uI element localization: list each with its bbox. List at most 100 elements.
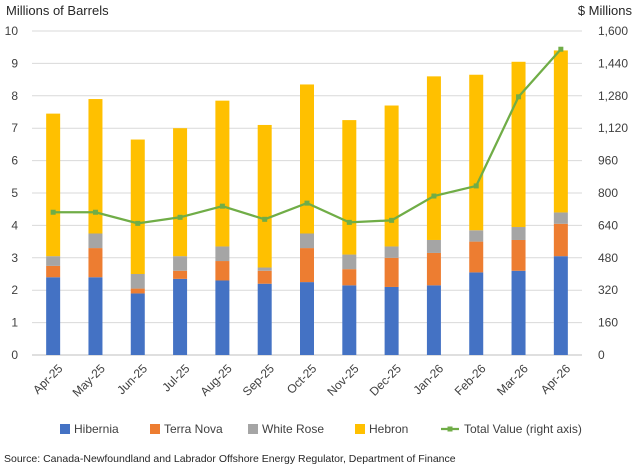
bar-terra-nova [215, 261, 230, 281]
y2-tick-label: 1,280 [598, 89, 628, 103]
line-point [389, 217, 395, 223]
y2-tick-label: 960 [598, 154, 618, 168]
y2-tick-label: 1,440 [598, 56, 628, 70]
left-axis-ticks: 0 1 2 3 4 5 6 7 8 9 10 [5, 24, 19, 362]
bar-hebron [173, 128, 188, 257]
y-tick-label: 9 [11, 56, 18, 70]
legend: Hibernia Terra Nova White Rose Hebron Total … [60, 422, 582, 436]
line-point [431, 193, 437, 199]
bar-white-rose [88, 233, 103, 249]
x-tick-label: May-25 [70, 361, 108, 399]
bar-hibernia [469, 272, 484, 355]
y-tick-label: 10 [5, 24, 19, 38]
y2-tick-label: 480 [598, 251, 618, 265]
x-tick-label: Oct-25 [284, 361, 320, 397]
bar-white-rose [46, 256, 61, 266]
y-tick-label: 8 [11, 89, 18, 103]
y2-tick-label: 800 [598, 186, 618, 200]
legend-marker [447, 426, 453, 432]
bar-terra-nova [46, 265, 61, 278]
left-axis-title: Millions of Barrels [6, 3, 109, 18]
legend-label-total-value: Total Value (right axis) [464, 422, 582, 436]
bar-white-rose [215, 246, 230, 262]
line-point [516, 94, 522, 100]
bar-hebron [511, 61, 526, 228]
bar-white-rose [553, 212, 568, 224]
line-point [262, 216, 268, 222]
bar-hebron [88, 99, 103, 234]
bar-terra-nova [300, 248, 314, 283]
line-point [558, 46, 564, 52]
bar-hebron [130, 139, 145, 274]
bar-white-rose [511, 227, 526, 240]
bar-hibernia [88, 277, 103, 355]
y-tick-label: 0 [11, 348, 18, 362]
line-point [473, 183, 479, 189]
bar-terra-nova [88, 248, 103, 278]
y2-tick-label: 0 [598, 348, 605, 362]
y-tick-label: 1 [11, 316, 18, 330]
bar-terra-nova [553, 223, 568, 257]
x-tick-label: Feb-26 [452, 361, 489, 398]
y-tick-label: 5 [11, 186, 18, 200]
x-tick-label: Nov-25 [324, 361, 361, 398]
x-tick-label: Apr-26 [538, 361, 574, 397]
bar-white-rose [300, 233, 314, 249]
bar-terra-nova [173, 270, 188, 279]
bar-hebron [257, 124, 272, 268]
right-axis-ticks: 0 160 320 480 640 800 960 1,120 1,280 1,440 1,600 [598, 24, 628, 362]
bar-hibernia [342, 285, 357, 355]
bar-hibernia [426, 285, 441, 355]
line-point [304, 200, 310, 206]
y2-tick-label: 320 [598, 283, 618, 297]
bar-white-rose [130, 274, 145, 289]
bar-hibernia [300, 282, 314, 355]
legend-label-hebron: Hebron [369, 422, 408, 436]
y-tick-label: 4 [11, 218, 18, 232]
source-note: Source: Canada-Newfoundland and Labrador… [4, 453, 456, 465]
bar-white-rose [384, 246, 399, 258]
bar-hebron [384, 105, 399, 247]
line-point [219, 203, 225, 209]
bar-white-rose [257, 267, 272, 271]
bar-white-rose [426, 239, 441, 253]
bar-hibernia [553, 256, 568, 355]
y2-tick-label: 1,600 [598, 24, 628, 38]
y2-tick-label: 160 [598, 316, 618, 330]
bar-hebron [426, 76, 441, 240]
right-axis-title: $ Millions [578, 3, 633, 18]
bar-terra-nova [511, 239, 526, 271]
x-tick-label: Mar-26 [494, 361, 531, 398]
bar-hibernia [511, 270, 526, 355]
y-tick-label: 6 [11, 154, 18, 168]
y-tick-label: 7 [11, 121, 18, 135]
bar-hebron [342, 120, 357, 255]
bar-terra-nova [426, 252, 441, 286]
x-tick-label: Sep-25 [240, 361, 277, 398]
total-value-line [50, 46, 564, 226]
bars [46, 50, 568, 355]
line-point [177, 214, 183, 220]
bar-hibernia [173, 278, 188, 355]
bar-terra-nova [257, 270, 272, 284]
bar-white-rose [173, 256, 188, 271]
bar-hebron [469, 74, 484, 231]
x-tick-label: Dec-25 [367, 361, 404, 398]
y-tick-label: 3 [11, 251, 18, 265]
line-point [135, 220, 141, 226]
legend-swatch-hibernia [60, 424, 70, 434]
bar-hibernia [384, 286, 399, 355]
bar-terra-nova [469, 241, 484, 273]
y2-tick-label: 1,120 [598, 121, 628, 135]
bar-white-rose [342, 254, 357, 270]
line-point [50, 209, 56, 215]
bar-hebron [300, 84, 314, 234]
legend-swatch-white-rose [248, 424, 258, 434]
bar-hibernia [46, 277, 61, 355]
x-tick-label: Apr-25 [30, 361, 66, 397]
bar-terra-nova [130, 288, 145, 294]
bar-hebron [215, 100, 230, 247]
legend-label-white-rose: White Rose [262, 422, 324, 436]
legend-swatch-terra-nova [150, 424, 160, 434]
